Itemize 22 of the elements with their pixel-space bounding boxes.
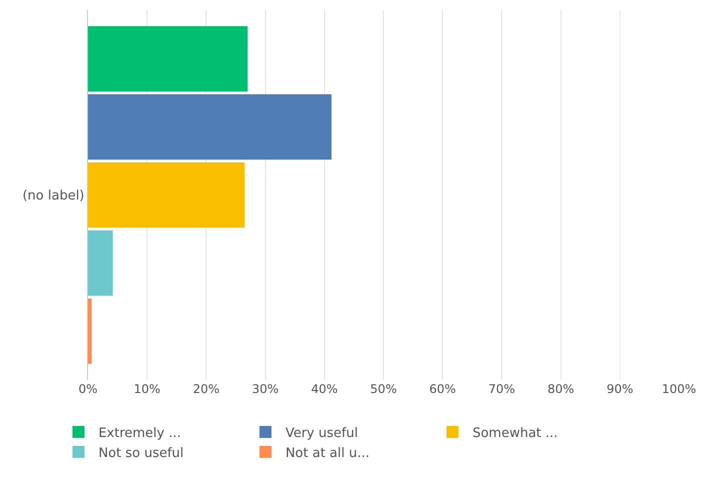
x-tick-label: 40%	[311, 382, 338, 396]
x-tick-label: 10%	[134, 382, 160, 396]
bar	[88, 298, 92, 364]
x-tick-label: 0%	[78, 382, 98, 396]
x-tick-label: 50%	[370, 382, 397, 396]
x-tick-label: 70%	[488, 382, 516, 396]
x-tick-label: 80%	[547, 382, 574, 396]
bar	[88, 26, 248, 92]
legend-label: Extremely ...	[98, 426, 182, 442]
legend-label: Not so useful	[98, 446, 184, 461]
legend-label: Somewhat ...	[472, 426, 558, 442]
x-tick-label: 100%	[662, 382, 696, 396]
legend-label: Very useful	[285, 426, 358, 442]
legend-label: Not at all u...	[285, 446, 370, 461]
x-tick-label: 60%	[429, 382, 456, 396]
y-tick-label: (no label)	[22, 188, 84, 204]
bar	[88, 230, 113, 296]
bar	[88, 162, 245, 228]
bar	[88, 94, 332, 160]
x-tick-label: 30%	[252, 382, 279, 396]
x-tick-label: 90%	[606, 382, 634, 396]
x-tick-label: 20%	[192, 382, 220, 396]
